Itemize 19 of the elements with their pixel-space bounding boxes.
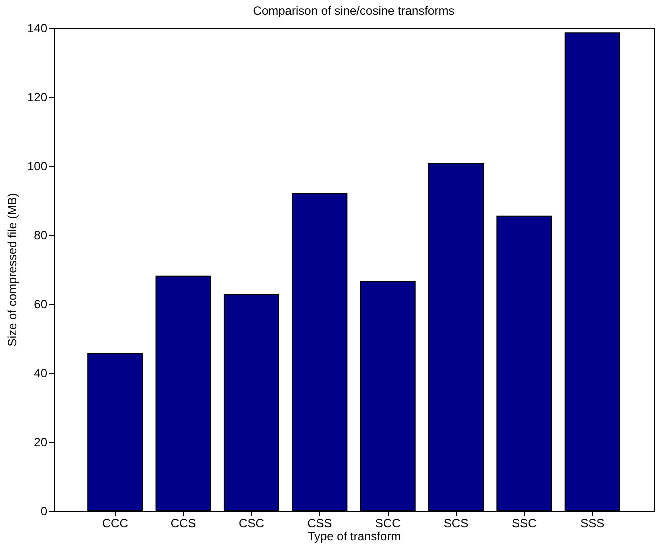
y-tick-label: 140 [27,22,48,36]
y-tick-label: 120 [27,90,48,104]
y-tick-label: 60 [34,298,48,312]
x-tick-label: SSS [580,516,605,530]
y-tick-label: 20 [34,436,48,450]
y-tick-label: 80 [34,228,48,242]
x-tick-label: CCS [170,516,196,530]
x-tick-label: CSS [308,516,332,530]
x-axis-title: Type of transform [308,530,402,544]
x-tick-label: SCC [375,516,402,530]
y-axis-title: Size of compressed file (MB) [5,193,20,347]
y-tick-label: 40 [34,366,48,380]
x-tick-label: SCS [444,516,469,530]
x-tick-label: SSC [512,516,538,530]
y-tick-label: 0 [40,504,48,518]
y-tick-label: 100 [27,160,48,174]
chart-title: Comparison of sine/cosine transforms [253,4,455,18]
x-tick-label: CSC [239,516,265,530]
x-tick-label: CCC [102,516,129,530]
